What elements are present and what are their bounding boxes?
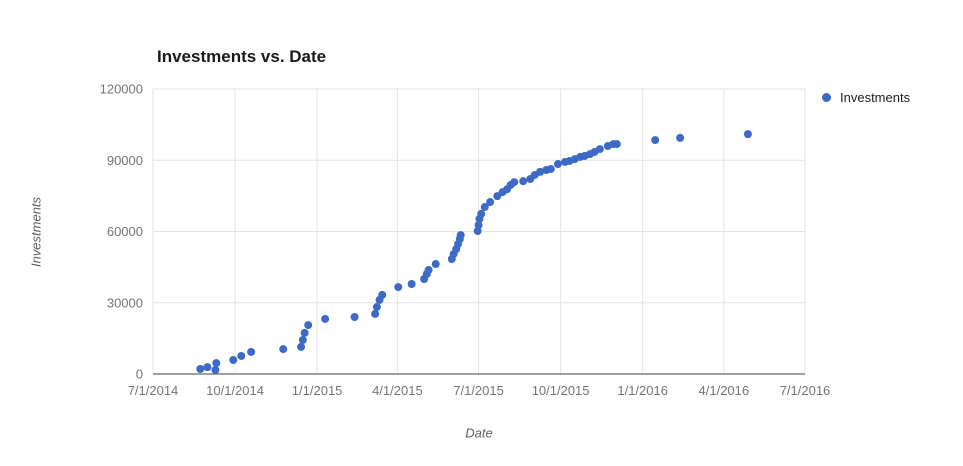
- x-tick-label: 4/1/2015: [372, 383, 423, 398]
- data-point[interactable]: [536, 167, 545, 176]
- data-point[interactable]: [743, 130, 752, 139]
- x-tick-label: 7/1/2015: [453, 383, 504, 398]
- data-point[interactable]: [300, 328, 309, 337]
- data-point[interactable]: [477, 209, 486, 218]
- data-point[interactable]: [247, 347, 256, 356]
- legend-marker-icon: [822, 93, 831, 102]
- y-axis-title: Investments: [28, 196, 44, 268]
- y-tick-label: 0: [136, 367, 143, 382]
- data-point[interactable]: [196, 365, 205, 374]
- chart-title: Investments vs. Date: [157, 47, 327, 66]
- data-point[interactable]: [203, 363, 212, 372]
- x-axis-title: Date: [465, 425, 493, 441]
- data-point[interactable]: [279, 345, 288, 354]
- x-tick-label: 4/1/2016: [699, 383, 750, 398]
- data-point[interactable]: [431, 260, 440, 269]
- data-point[interactable]: [350, 313, 359, 321]
- data-point[interactable]: [553, 160, 562, 169]
- x-tick-label: 10/1/2015: [532, 383, 590, 398]
- data-point[interactable]: [510, 178, 519, 187]
- data-point[interactable]: [297, 342, 306, 351]
- legend-label: Investments: [840, 90, 911, 105]
- data-point[interactable]: [237, 351, 246, 360]
- data-point[interactable]: [371, 309, 380, 318]
- data-point[interactable]: [298, 336, 307, 345]
- x-tick-label: 7/1/2016: [780, 383, 831, 398]
- data-point[interactable]: [321, 314, 330, 323]
- data-point[interactable]: [211, 365, 220, 374]
- data-point[interactable]: [474, 221, 483, 230]
- x-tick-label: 1/1/2015: [292, 383, 343, 398]
- legend[interactable]: Investments: [822, 90, 910, 105]
- data-point[interactable]: [212, 359, 221, 368]
- y-tick-label: 90000: [107, 153, 143, 168]
- data-point[interactable]: [519, 177, 528, 186]
- data-point[interactable]: [372, 303, 381, 312]
- data-point[interactable]: [612, 140, 621, 149]
- data-point[interactable]: [651, 136, 660, 145]
- data-point[interactable]: [407, 279, 416, 288]
- data-point[interactable]: [595, 145, 604, 154]
- data-point[interactable]: [424, 265, 433, 274]
- data-point[interactable]: [378, 290, 387, 299]
- data-point[interactable]: [480, 203, 489, 212]
- x-tick-label: 10/1/2014: [206, 383, 264, 398]
- y-tick-label: 30000: [107, 295, 143, 310]
- data-point[interactable]: [304, 321, 313, 330]
- y-tick-label: 120000: [100, 82, 143, 97]
- data-point[interactable]: [473, 227, 482, 236]
- data-point[interactable]: [546, 165, 555, 174]
- x-tick-label: 1/1/2016: [617, 383, 668, 398]
- data-point[interactable]: [676, 133, 685, 142]
- x-tick-label: 7/1/2014: [128, 383, 179, 398]
- y-tick-label: 60000: [107, 224, 143, 239]
- data-point[interactable]: [486, 198, 495, 207]
- data-point[interactable]: [456, 231, 465, 240]
- data-point[interactable]: [229, 355, 238, 364]
- data-point[interactable]: [394, 283, 403, 292]
